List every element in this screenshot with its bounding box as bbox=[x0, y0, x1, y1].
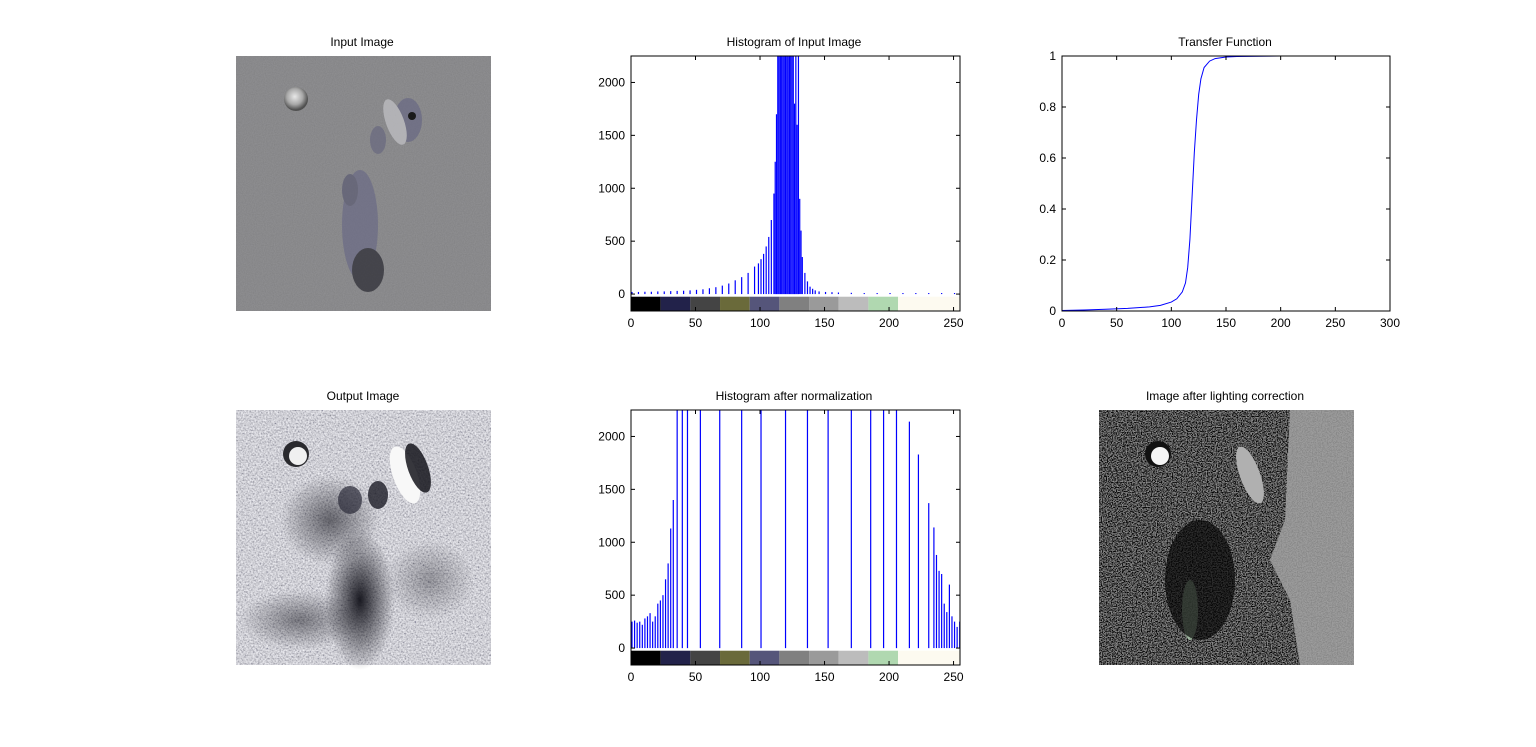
colorbar-segment bbox=[631, 297, 661, 311]
y-tick-label: 1 bbox=[1049, 49, 1056, 63]
histogram-input-title: Histogram of Input Image bbox=[727, 35, 862, 49]
colorbar-segment bbox=[839, 651, 869, 665]
transfer-function-title: Transfer Function bbox=[1178, 35, 1272, 49]
y-tick-label: 500 bbox=[605, 588, 625, 602]
x-tick-label: 0 bbox=[628, 670, 635, 684]
x-tick-label: 100 bbox=[750, 670, 770, 684]
y-tick-label: 0 bbox=[618, 287, 625, 301]
y-tick-label: 0 bbox=[618, 641, 625, 655]
y-tick-label: 0 bbox=[1049, 304, 1056, 318]
input-image bbox=[236, 56, 491, 311]
y-tick-label: 1000 bbox=[598, 181, 625, 195]
y-tick-label: 2000 bbox=[598, 429, 625, 443]
output-image bbox=[236, 410, 491, 670]
colorbar-segment bbox=[690, 651, 720, 665]
y-tick-label: 0.6 bbox=[1039, 151, 1056, 165]
colorbar-segment bbox=[868, 651, 898, 665]
colorbar-segment bbox=[661, 651, 691, 665]
output-image-panel: Output Image bbox=[236, 389, 491, 670]
lighting-corrected-panel: Image after lighting correction bbox=[1099, 389, 1354, 665]
colorbar-segment bbox=[661, 297, 691, 311]
x-tick-label: 200 bbox=[1271, 316, 1291, 330]
y-tick-label: 1500 bbox=[598, 482, 625, 496]
colorbar-segment bbox=[720, 651, 750, 665]
lighting-corrected-image bbox=[1099, 410, 1354, 665]
colorbar-segment bbox=[750, 297, 780, 311]
x-tick-label: 150 bbox=[815, 670, 835, 684]
y-tick-label: 1000 bbox=[598, 535, 625, 549]
colorbar-segment bbox=[779, 297, 809, 311]
y-tick-label: 2000 bbox=[598, 75, 625, 89]
y-tick-label: 0.2 bbox=[1039, 253, 1056, 267]
histogram-input-plot: 0 50 100 150 200 250 0 500 1000 1500 2000 bbox=[598, 56, 964, 330]
x-tick-label: 50 bbox=[1110, 316, 1124, 330]
x-tick-label: 150 bbox=[1216, 316, 1236, 330]
x-tick-label: 250 bbox=[944, 670, 964, 684]
x-tick-label: 50 bbox=[689, 316, 703, 330]
histogram-normalized-plot: 0 50 100 150 200 250 0 500 1000 1500 2000 bbox=[598, 410, 964, 684]
histogram-normalized-panel: Histogram after normalization 0 50 100 150 2… bbox=[598, 389, 964, 684]
x-tick-label: 250 bbox=[1325, 316, 1345, 330]
axes-background bbox=[1062, 56, 1390, 311]
colorbar-segment bbox=[839, 297, 869, 311]
colorbar-segment bbox=[809, 297, 839, 311]
x-tick-label: 0 bbox=[1059, 316, 1066, 330]
histogram-input-panel: Histogram of Input Image 0 50 100 150 200 250… bbox=[598, 35, 964, 330]
x-tick-label: 50 bbox=[689, 670, 703, 684]
colorbar-segment bbox=[750, 651, 780, 665]
x-tick-label: 100 bbox=[1161, 316, 1181, 330]
colorbar-segment bbox=[898, 297, 960, 311]
colorbar-segment bbox=[779, 651, 809, 665]
transfer-function-panel: Transfer Function 0 50 100 150 200 250 300 0 0.2… bbox=[1039, 35, 1400, 330]
colorbar-segment bbox=[720, 297, 750, 311]
x-tick-label: 200 bbox=[879, 670, 899, 684]
colorbar-segment bbox=[898, 651, 960, 665]
input-image-panel: Input Image bbox=[236, 35, 491, 311]
input-image-title: Input Image bbox=[330, 35, 394, 49]
histogram-normalized-title: Histogram after normalization bbox=[716, 389, 873, 403]
colorbar-segment bbox=[868, 297, 898, 311]
colorbar-segment bbox=[809, 651, 839, 665]
output-image-title: Output Image bbox=[327, 389, 400, 403]
lighting-corrected-title: Image after lighting correction bbox=[1146, 389, 1304, 403]
x-tick-label: 300 bbox=[1380, 316, 1400, 330]
axes-background bbox=[631, 410, 960, 665]
y-tick-label: 500 bbox=[605, 234, 625, 248]
x-tick-label: 250 bbox=[944, 316, 964, 330]
y-tick-label: 0.8 bbox=[1039, 100, 1056, 114]
x-tick-label: 100 bbox=[750, 316, 770, 330]
transfer-function-plot: 0 50 100 150 200 250 300 0 0.2 0.4 0.6 0.8 1 bbox=[1039, 49, 1400, 330]
y-tick-label: 0.4 bbox=[1039, 202, 1056, 216]
x-tick-label: 0 bbox=[628, 316, 635, 330]
y-tick-label: 1500 bbox=[598, 128, 625, 142]
colorbar-segment bbox=[690, 297, 720, 311]
colorbar-segment bbox=[631, 651, 661, 665]
x-tick-label: 200 bbox=[879, 316, 899, 330]
x-tick-label: 150 bbox=[815, 316, 835, 330]
